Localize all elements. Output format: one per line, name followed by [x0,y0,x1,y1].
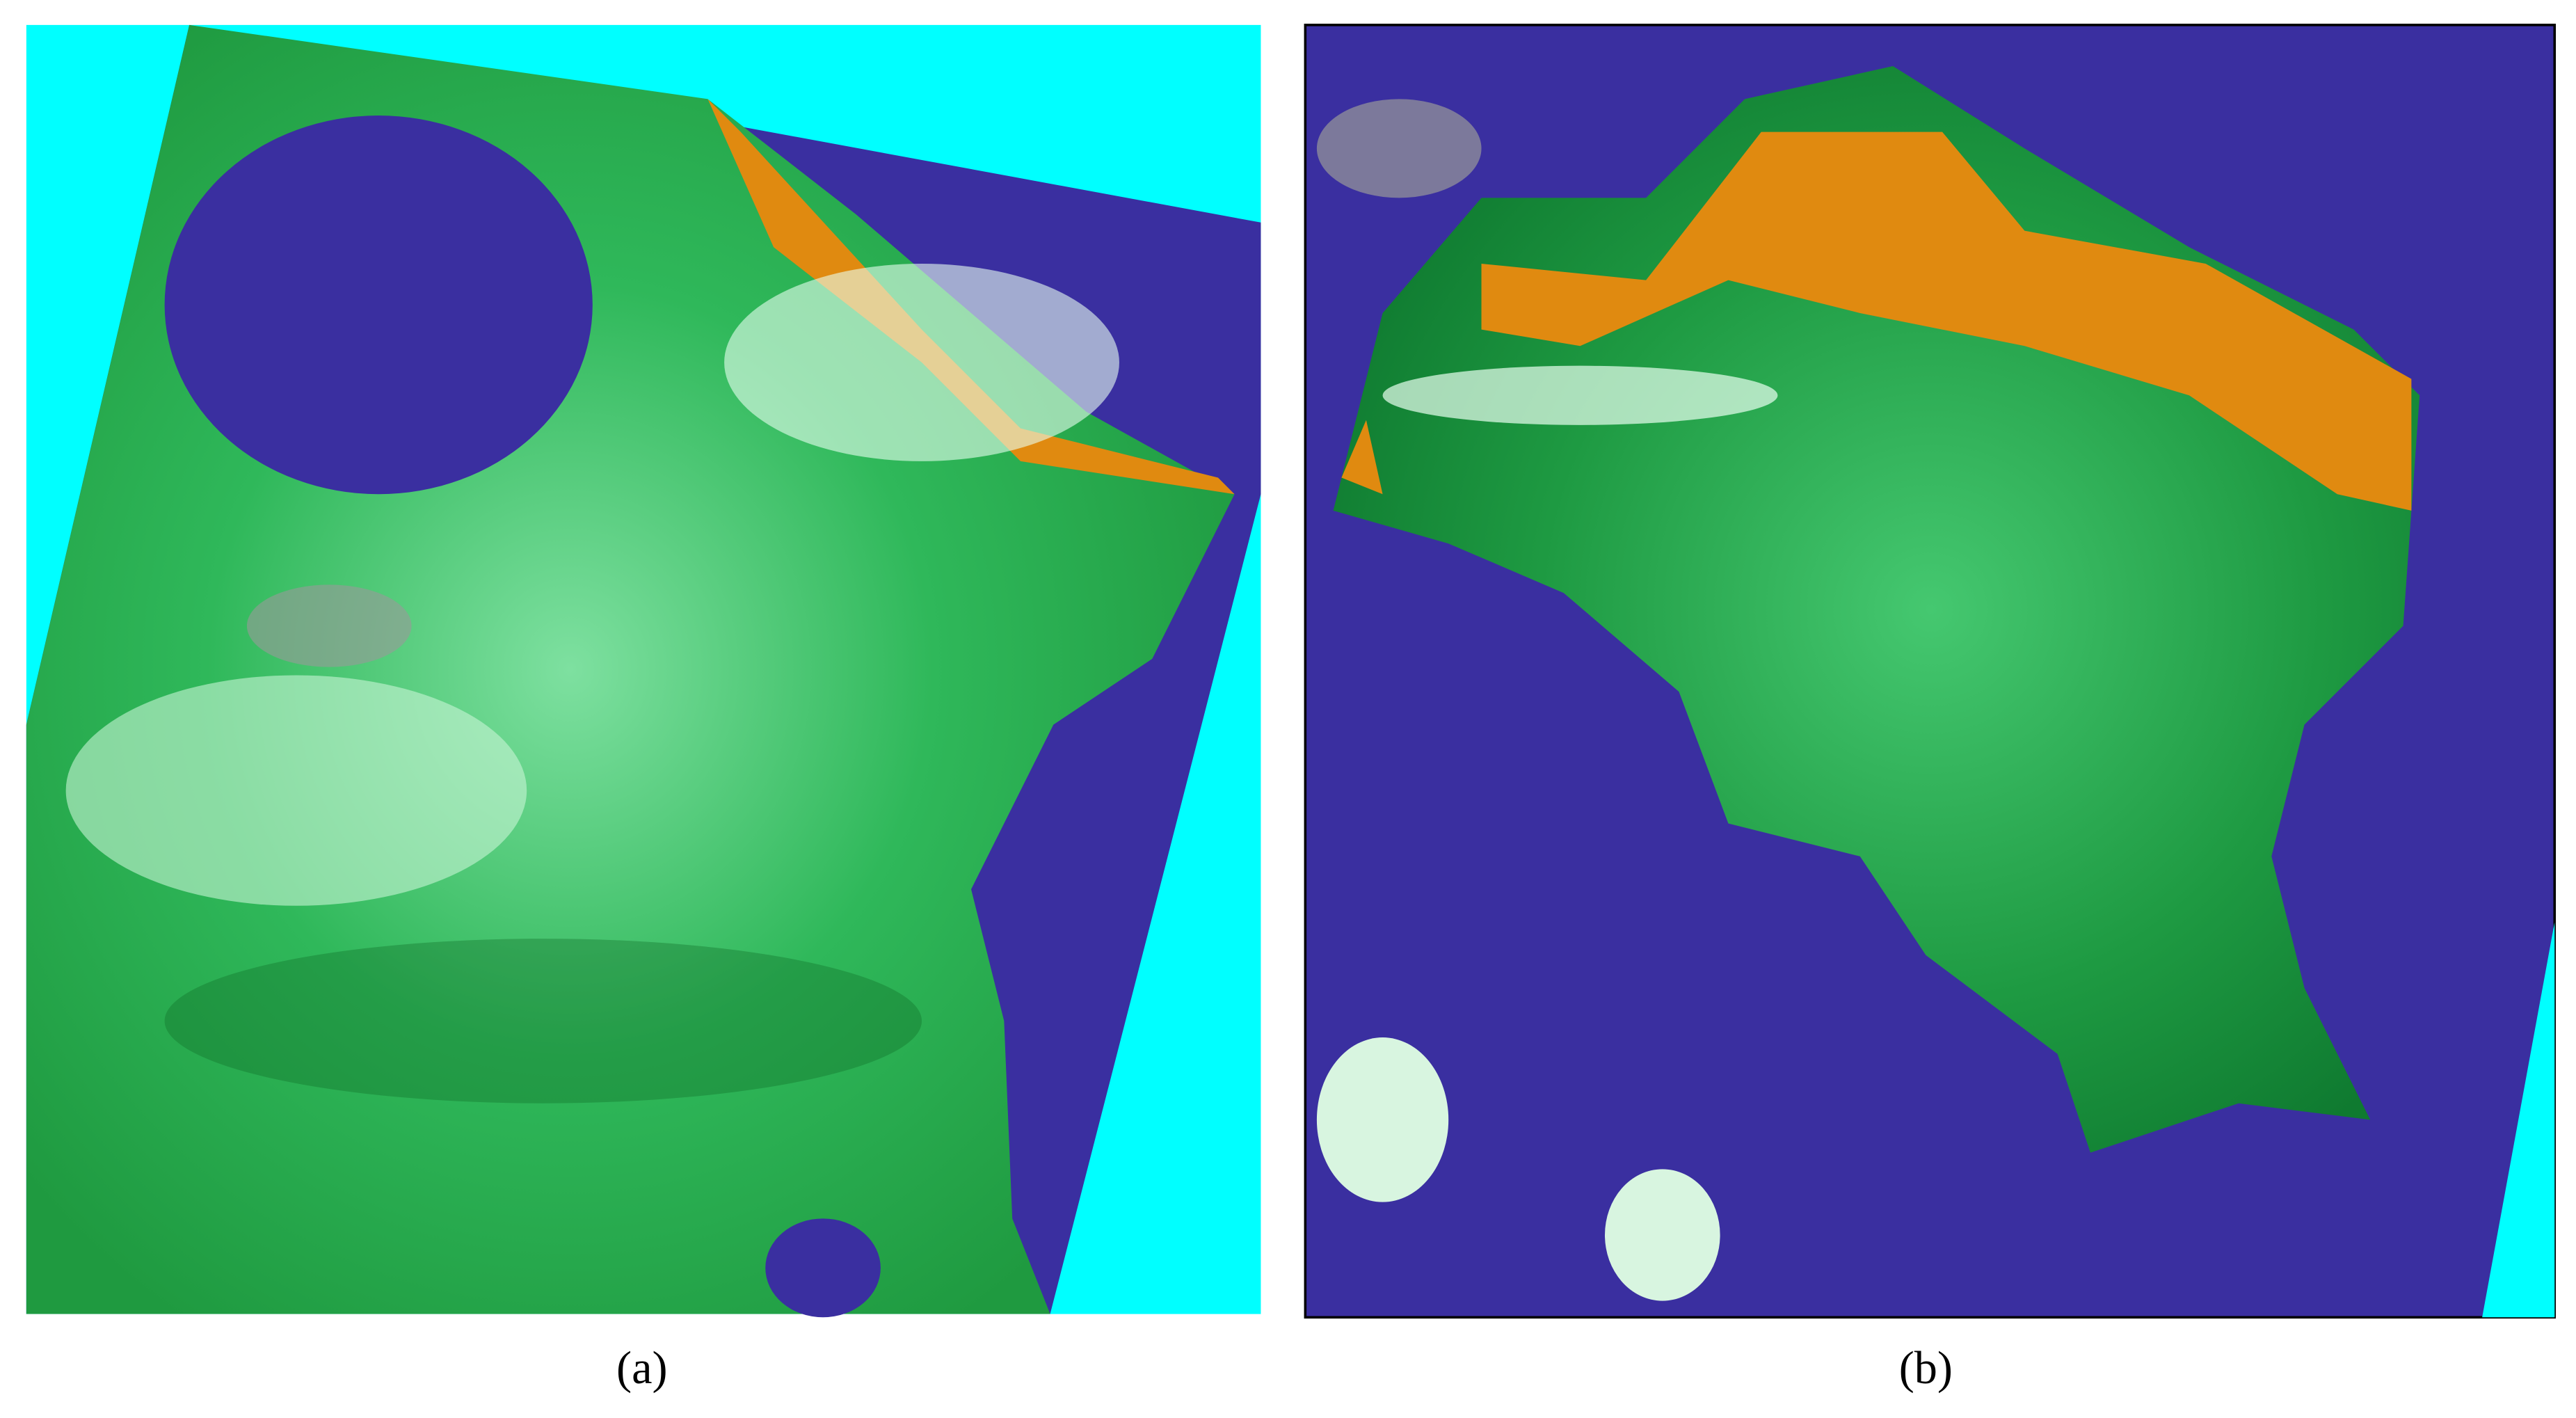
panel-label: (a) [616,1343,668,1394]
cloud [246,584,412,667]
bright-sand [724,263,1119,461]
reef [1604,1169,1720,1301]
cloud [1316,99,1482,198]
deep-water [164,115,593,495]
land [1481,132,2412,511]
panel-a [26,24,1261,1318]
bright-sand [65,675,527,906]
panel-b [1304,24,2557,1319]
reef [1316,1037,1449,1202]
panel-label: (b) [1899,1343,1953,1394]
bright-sand [1382,365,1778,425]
deep-water [765,1218,881,1318]
seagrass [164,939,922,1104]
background [2482,922,2555,1318]
land [1341,420,1383,495]
